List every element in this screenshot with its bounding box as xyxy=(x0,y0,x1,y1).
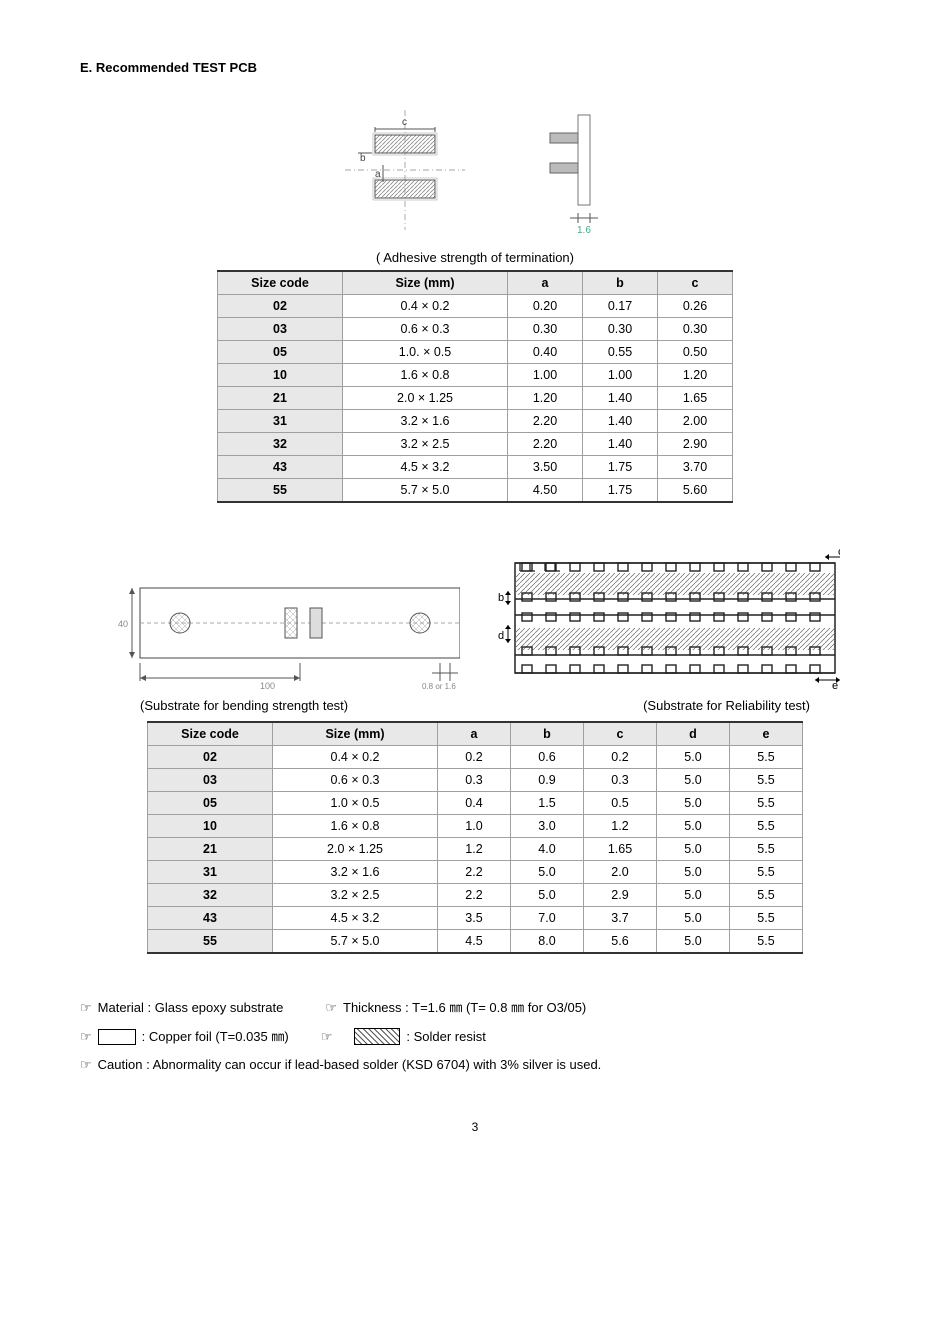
col-header: Size (mm) xyxy=(343,271,508,295)
pointer-icon: ☞ xyxy=(325,994,337,1023)
note-caution-text: Caution : Abnormality can occur if lead-… xyxy=(98,1051,602,1080)
table-row: 030.6 × 0.30.30.90.35.05.5 xyxy=(148,769,803,792)
table-row: 313.2 × 1.62.201.402.00 xyxy=(218,410,733,433)
table-row: 101.6 × 0.81.001.001.20 xyxy=(218,364,733,387)
table-row: 434.5 × 3.23.501.753.70 xyxy=(218,456,733,479)
pointer-icon: ☞ xyxy=(321,1023,333,1052)
bending-caption: (Substrate for bending strength test) xyxy=(140,698,348,713)
note-material-thickness: ☞ Material : Glass epoxy substrate ☞ Thi… xyxy=(80,994,870,1023)
col-header: Size (mm) xyxy=(273,722,438,746)
table-row: 313.2 × 1.62.25.02.05.05.5 xyxy=(148,861,803,884)
note-copper-text: : Copper foil (T=0.035 ㎜) xyxy=(142,1023,289,1052)
svg-text:40: 40 xyxy=(118,619,128,629)
svg-text:d: d xyxy=(498,630,504,642)
table-row: 020.4 × 0.20.200.170.26 xyxy=(218,295,733,318)
svg-text:c: c xyxy=(402,117,407,128)
table-row: 555.7 × 5.04.501.755.60 xyxy=(218,479,733,503)
col-header: d xyxy=(657,722,730,746)
adhesive-table: Size code Size (mm) a b c 020.4 × 0.20.2… xyxy=(217,270,733,503)
col-header: b xyxy=(583,271,658,295)
svg-text:b: b xyxy=(498,592,504,604)
reliability-substrate-diagram: c b d a e xyxy=(480,543,840,693)
reliability-caption: (Substrate for Reliability test) xyxy=(643,698,810,713)
table-header-row: Size code Size (mm) a b c d e xyxy=(148,722,803,746)
table-row: 212.0 × 1.251.201.401.65 xyxy=(218,387,733,410)
table-row: 030.6 × 0.30.300.300.30 xyxy=(218,318,733,341)
note-solder-text: : Solder resist xyxy=(406,1023,485,1052)
table1-caption: ( Adhesive strength of termination) xyxy=(80,250,870,265)
table-row: 434.5 × 3.23.57.03.75.05.5 xyxy=(148,907,803,930)
table-row: 051.0 × 0.50.41.50.55.05.5 xyxy=(148,792,803,815)
note-copper-solder: ☞ : Copper foil (T=0.035 ㎜) ☞ : Solder r… xyxy=(80,1023,870,1052)
adhesive-footprint-diagram: c b a xyxy=(330,105,480,235)
notes-section: ☞ Material : Glass epoxy substrate ☞ Thi… xyxy=(80,994,870,1080)
col-header: Size code xyxy=(148,722,273,746)
page-number: 3 xyxy=(80,1120,870,1134)
svg-text:b: b xyxy=(360,153,366,164)
table-row: 323.2 × 2.52.25.02.95.05.5 xyxy=(148,884,803,907)
subcaption-row: (Substrate for bending strength test) (S… xyxy=(140,698,810,713)
col-header: b xyxy=(511,722,584,746)
note-caution: ☞ Caution : Abnormality can occur if lea… xyxy=(80,1051,870,1080)
solder-resist-icon xyxy=(354,1028,400,1045)
col-header: a xyxy=(508,271,583,295)
bending-substrate-diagram: 40 100 0.8 or 1.6 xyxy=(110,563,460,693)
table-row: 323.2 × 2.52.201.402.90 xyxy=(218,433,733,456)
svg-text:c: c xyxy=(838,546,840,558)
svg-text:a: a xyxy=(375,169,381,180)
note-material-text: Material : Glass epoxy substrate xyxy=(98,994,284,1023)
table-row: 555.7 × 5.04.58.05.65.05.5 xyxy=(148,930,803,954)
pointer-icon: ☞ xyxy=(80,1051,92,1080)
pointer-icon: ☞ xyxy=(80,994,92,1023)
col-header: a xyxy=(438,722,511,746)
col-header: e xyxy=(730,722,803,746)
svg-text:0.8 or 1.6: 0.8 or 1.6 xyxy=(422,682,456,691)
col-header: c xyxy=(584,722,657,746)
table-row: 101.6 × 0.81.03.01.25.05.5 xyxy=(148,815,803,838)
note-thickness-text: Thickness : T=1.6 ㎜ (T= 0.8 ㎜ for O3/05) xyxy=(343,994,586,1023)
table-header-row: Size code Size (mm) a b c xyxy=(218,271,733,295)
svg-text:100: 100 xyxy=(260,681,275,691)
table-row: 020.4 × 0.20.20.60.25.05.5 xyxy=(148,746,803,769)
reliability-table: Size code Size (mm) a b c d e 020.4 × 0.… xyxy=(147,721,803,954)
table-row: 212.0 × 1.251.24.01.655.05.5 xyxy=(148,838,803,861)
section-heading: E. Recommended TEST PCB xyxy=(80,60,870,75)
col-header: Size code xyxy=(218,271,343,295)
adhesive-side-diagram: 1.6 xyxy=(520,105,620,235)
table-row: 051.0. × 0.50.400.550.50 xyxy=(218,341,733,364)
col-header: c xyxy=(658,271,733,295)
svg-text:1.6: 1.6 xyxy=(577,225,591,235)
pointer-icon: ☞ xyxy=(80,1023,92,1052)
copper-foil-icon xyxy=(98,1029,136,1045)
substrate-diagram-row: 40 100 0.8 or 1.6 xyxy=(110,543,840,693)
top-diagram-row: c b a 1.6 xyxy=(80,105,870,235)
